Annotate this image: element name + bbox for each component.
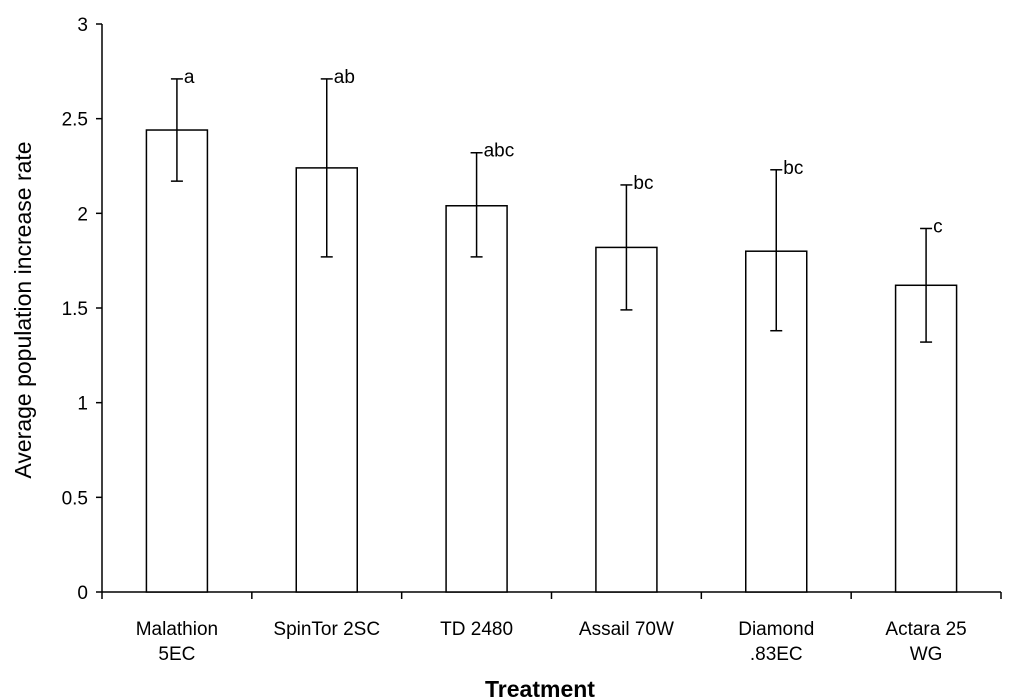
significance-label: bc	[633, 173, 653, 194]
y-tick-label: 2.5	[62, 110, 88, 131]
axes: 0 0.5 1 1.5 2 2.5 3	[62, 15, 1002, 604]
significance-label: bc	[783, 158, 803, 179]
y-tick-label: 2	[77, 204, 88, 225]
category-label: Assail 70W	[579, 619, 674, 640]
significance-label: ab	[334, 67, 355, 88]
y-axis-title: Average population increase rate	[10, 141, 36, 478]
y-tick-label: 0	[77, 583, 88, 604]
y-tick-label: 1.5	[62, 299, 88, 320]
y-tick-label: 1	[77, 394, 88, 415]
x-axis-title: Treatment	[485, 676, 595, 699]
bar	[445, 205, 508, 593]
bar	[145, 129, 209, 593]
significance-label: a	[184, 67, 195, 88]
category-label: SpinTor 2SC	[273, 619, 380, 640]
category-label: Diamond .83EC	[738, 619, 814, 665]
bars	[145, 129, 958, 593]
significance-label: c	[933, 216, 943, 237]
category-label: TD 2480	[440, 619, 513, 640]
labels: a Malathion 5EC ab SpinTor 2SC abc TD 2480 bc As…	[136, 67, 967, 665]
category-label: Actara 25 WG	[885, 619, 966, 665]
y-tick-label: 3	[77, 15, 88, 36]
error-bars	[170, 78, 933, 343]
category-label: Malathion 5EC	[136, 619, 218, 665]
significance-label: abc	[484, 141, 515, 162]
y-tick-label: 0.5	[62, 488, 88, 509]
